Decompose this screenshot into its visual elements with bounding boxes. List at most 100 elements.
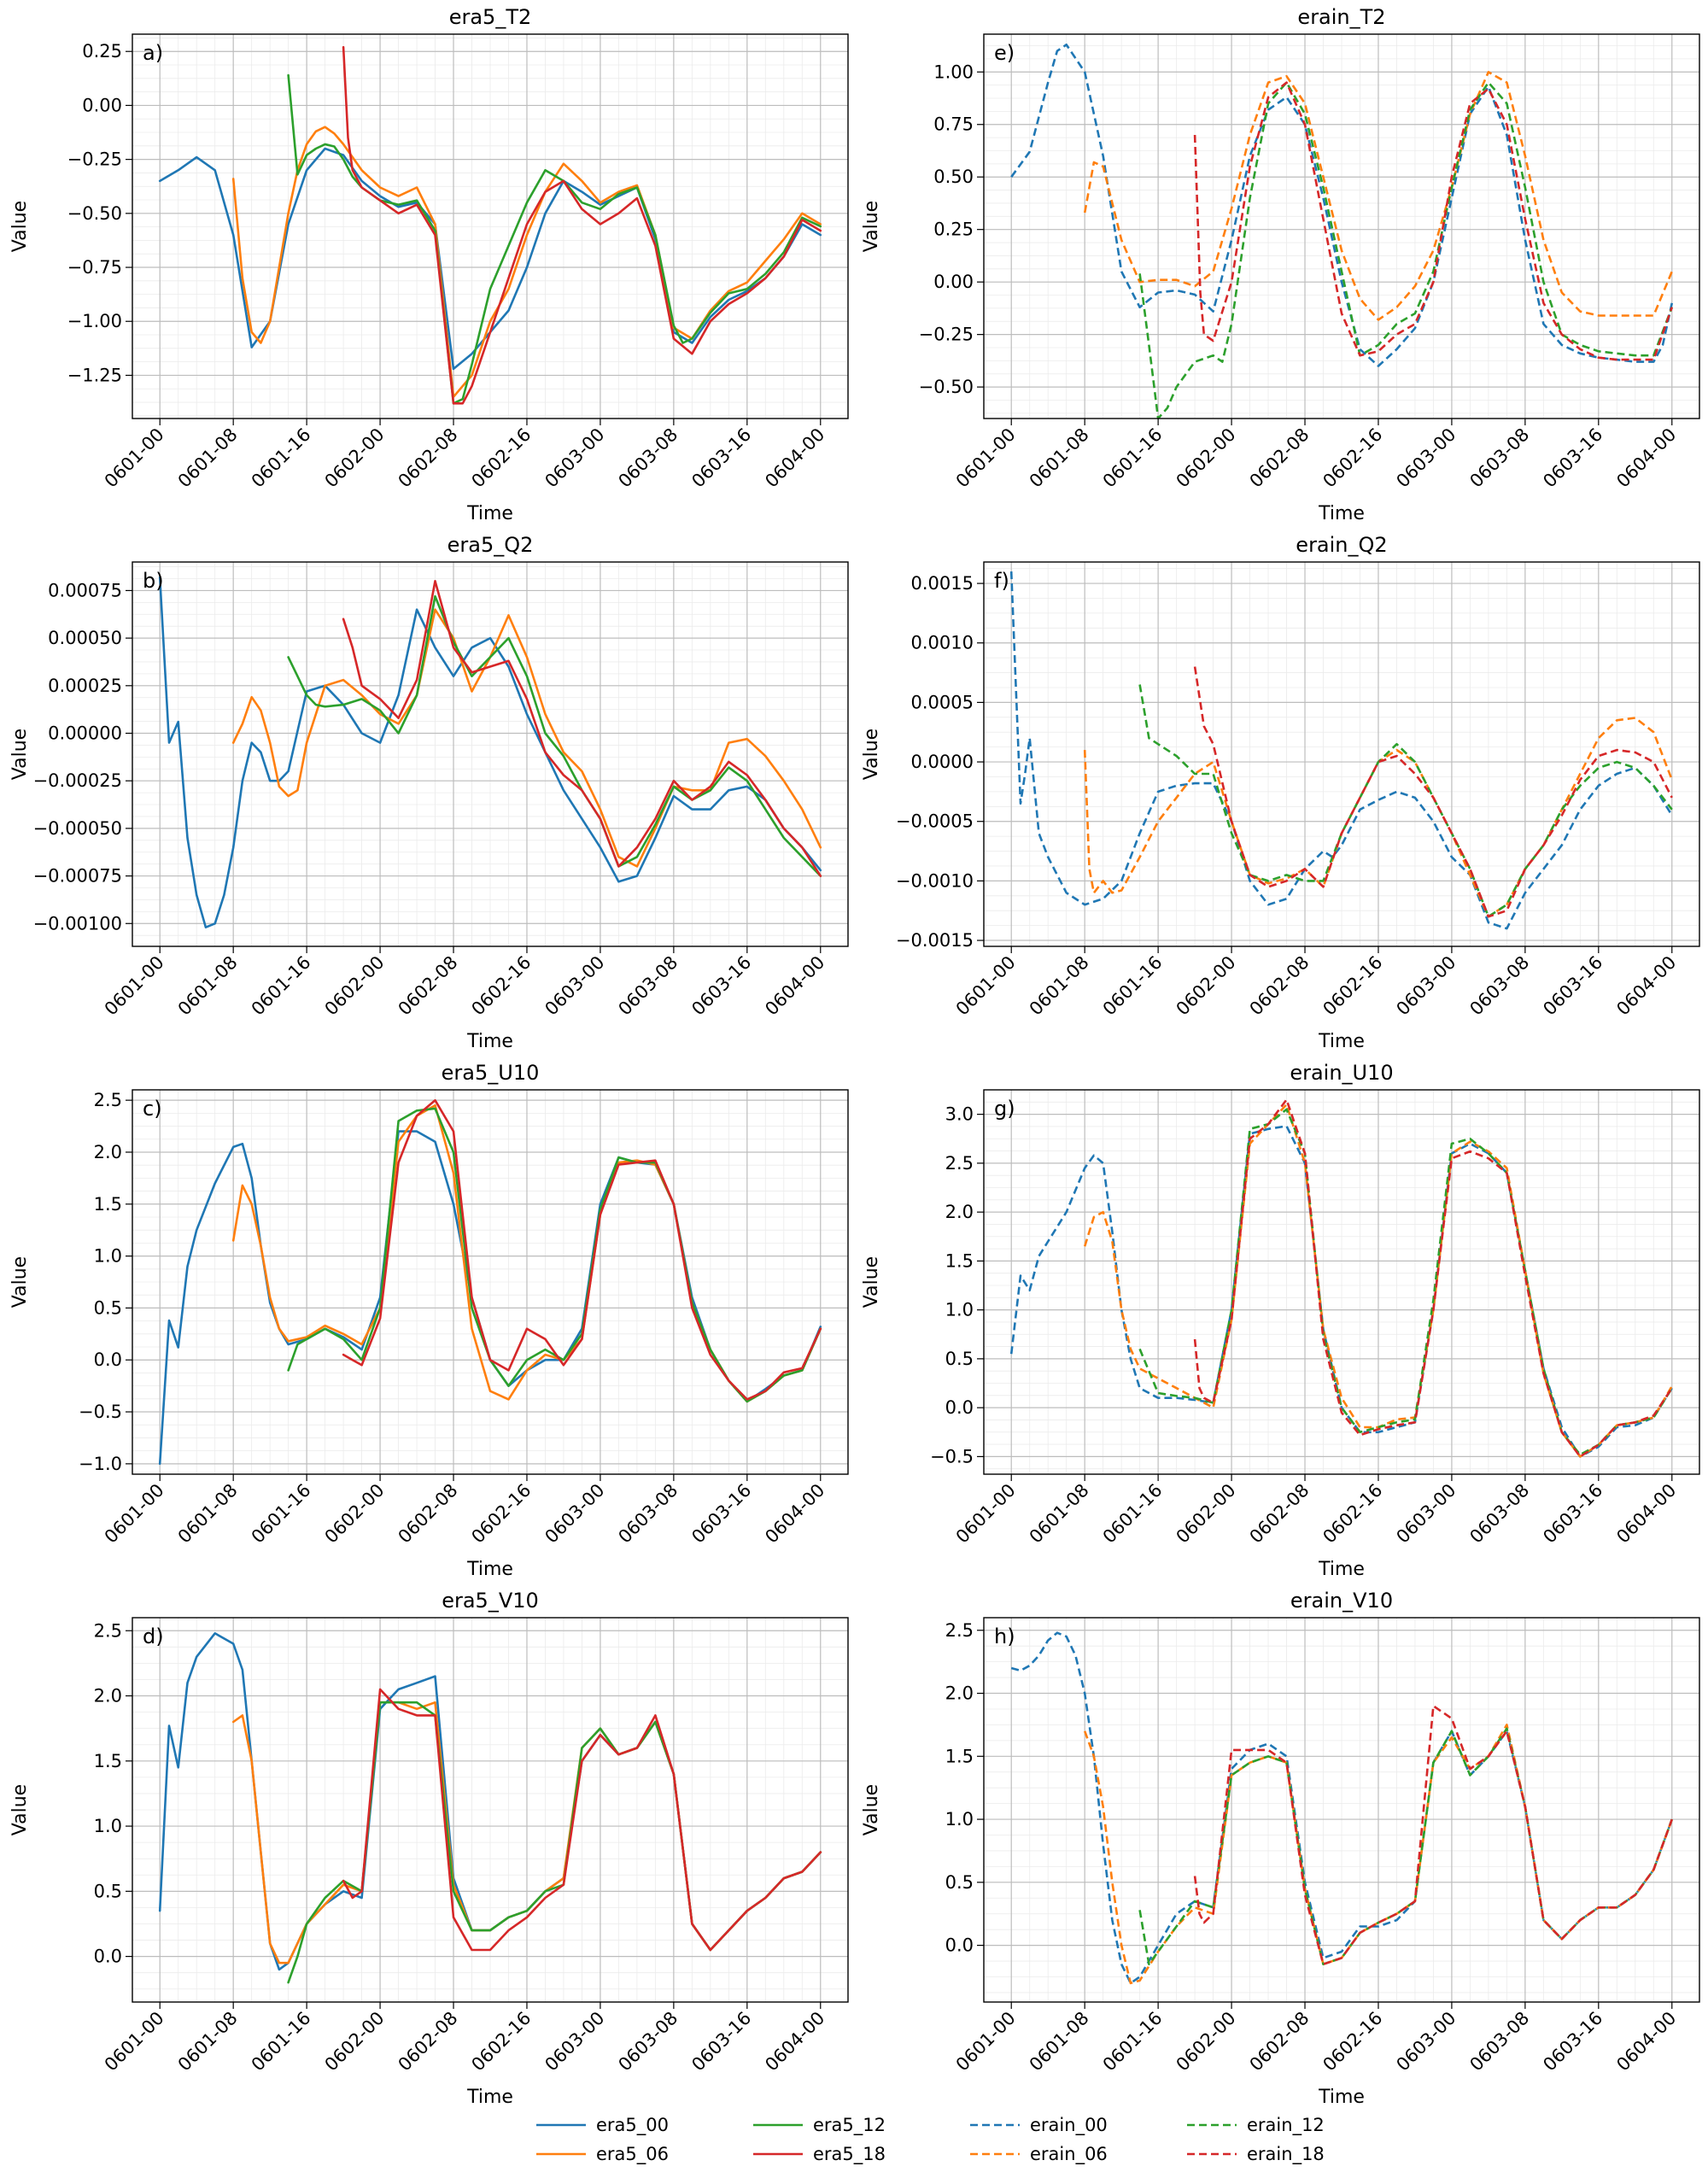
y-tick-label: 0.0015 <box>911 573 974 594</box>
y-tick-label: 0.5 <box>94 1881 122 1901</box>
series-group <box>1010 44 1674 419</box>
y-axis-ticks: 0.00075 0.00050 0.00025 0.00000 −0.00025 −0.0… <box>33 580 848 934</box>
y-axis-label: Value <box>9 201 31 252</box>
y-tick-label: 0.5 <box>945 1872 974 1893</box>
y-tick-label: 0.5 <box>94 1297 122 1318</box>
y-tick-label: 2.5 <box>945 1153 974 1174</box>
y-tick-label: −0.0015 <box>896 930 974 951</box>
y-tick-label: −0.75 <box>67 257 122 278</box>
series-group <box>158 1632 822 1984</box>
series-line-erain_18 <box>1193 666 1673 918</box>
legend-item-erain_18: erain_18 <box>1187 2144 1325 2165</box>
y-tick-label: 3.0 <box>945 1104 974 1125</box>
y-tick-label: 2.5 <box>94 1090 122 1110</box>
legend-item-era5_06: era5_06 <box>536 2144 669 2165</box>
legend-label: era5_18 <box>813 2144 886 2165</box>
panel-label: d) <box>143 1625 164 1648</box>
legend-item-erain_06: erain_06 <box>970 2144 1108 2165</box>
panel-label: b) <box>143 569 164 593</box>
plot-frame <box>132 1617 849 2003</box>
y-tick-label: −0.00050 <box>33 818 122 839</box>
x-axis-label: Time <box>466 1559 513 1580</box>
y-tick-label: −0.50 <box>67 203 122 224</box>
y-tick-label: 1.0 <box>945 1809 974 1830</box>
plot-frame <box>132 561 849 947</box>
y-axis-ticks: 0.0015 0.0010 0.0005 0.0000 −0.0005 −0.0010 −0… <box>896 573 1699 951</box>
y-tick-label: 2.0 <box>945 1202 974 1222</box>
y-tick-label: 1.5 <box>94 1751 122 1771</box>
y-axis-ticks: 0.25 0.00 −0.25 −0.50 −0.75 −1.00 −1.25 <box>67 41 848 385</box>
y-tick-label: 1.0 <box>945 1300 974 1320</box>
series-group <box>158 45 822 405</box>
y-tick-label: 0.00025 <box>48 676 122 696</box>
y-tick-label: 0.0 <box>94 1947 122 1967</box>
y-tick-label: 1.5 <box>945 1250 974 1271</box>
series-line-erain_12 <box>1138 81 1674 419</box>
x-axis-label: Time <box>1318 1031 1365 1052</box>
y-tick-label: 0.00000 <box>48 723 122 743</box>
series-line-erain_18 <box>1193 1705 1674 1965</box>
series-line-era5_12 <box>287 594 822 877</box>
panel-label: g) <box>994 1097 1015 1121</box>
y-tick-label: 0.00050 <box>48 628 122 648</box>
series-line-era5_12 <box>287 73 822 405</box>
x-axis-label: Time <box>1318 1559 1365 1580</box>
series-line-erain_18 <box>1193 81 1674 361</box>
series-line-era5_18 <box>342 1688 822 1952</box>
y-tick-label: 0.25 <box>82 41 122 61</box>
y-tick-label: 1.00 <box>933 61 974 82</box>
y-axis-ticks: 2.5 2.0 1.5 1.0 0.5 0.0 <box>94 1620 848 1967</box>
y-axis-label: Value <box>861 729 882 780</box>
legend-item-era5_00: era5_00 <box>536 2115 669 2136</box>
panel-label: h) <box>994 1625 1015 1648</box>
legend-label: era5_06 <box>596 2144 669 2165</box>
series-line-erain_12 <box>1138 1108 1673 1456</box>
legend-item-era5_12: era5_12 <box>753 2115 886 2136</box>
y-tick-label: 0.00 <box>82 95 122 115</box>
legend-item-erain_00: erain_00 <box>970 2115 1108 2136</box>
y-tick-label: −0.5 <box>930 1446 974 1467</box>
legend-label: erain_18 <box>1247 2144 1325 2165</box>
y-axis-label: Value <box>9 1784 31 1835</box>
y-tick-label: 0.0 <box>945 1935 974 1956</box>
y-tick-label: 0.00075 <box>48 580 122 600</box>
plot-frame <box>132 33 849 419</box>
x-axis-label: Time <box>466 503 513 524</box>
y-axis-label: Value <box>9 1256 31 1308</box>
series-line-erain_06 <box>1083 1103 1673 1458</box>
panel-title: erain_U10 <box>1290 1061 1393 1085</box>
y-tick-label: 2.0 <box>94 1686 122 1707</box>
series-group <box>1009 571 1674 930</box>
panel-label: c) <box>143 1097 162 1121</box>
x-axis-label: Time <box>1318 503 1365 524</box>
series-line-era5_18 <box>342 45 822 405</box>
y-tick-label: −1.25 <box>67 365 122 385</box>
panel-title: erain_V10 <box>1290 1589 1393 1613</box>
panel-title: era5_U10 <box>442 1061 540 1085</box>
y-axis-label: Value <box>861 1256 882 1308</box>
y-tick-label: 0.0000 <box>911 752 974 772</box>
panel-title: erain_Q2 <box>1296 533 1387 557</box>
x-axis-label: Time <box>466 1031 513 1052</box>
y-tick-label: 0.5 <box>945 1349 974 1369</box>
y-tick-label: −0.00025 <box>33 770 122 791</box>
y-tick-label: −0.50 <box>919 377 974 397</box>
y-tick-label: −0.5 <box>79 1402 122 1422</box>
y-tick-label: 0.0010 <box>911 633 974 653</box>
x-axis-label: Time <box>1318 2087 1365 2108</box>
y-tick-label: 1.5 <box>94 1194 122 1215</box>
y-axis-label: Value <box>9 729 31 780</box>
y-axis-ticks: 2.5 2.0 1.5 1.0 0.5 0.0 −0.5 −1.0 <box>79 1090 848 1474</box>
y-tick-label: −0.0005 <box>896 811 974 832</box>
y-axis-label: Value <box>861 1784 882 1835</box>
series-group <box>1009 1098 1673 1458</box>
x-axis-label: Time <box>466 2087 513 2108</box>
legend: era5_00 era5_06 era5_12 era5_18 erain_00erai… <box>536 2115 1325 2165</box>
panel-label: a) <box>143 41 163 65</box>
y-tick-label: 2.5 <box>945 1620 974 1641</box>
panel-title: era5_V10 <box>442 1589 539 1613</box>
series-group <box>158 1098 822 1466</box>
legend-label: erain_06 <box>1030 2144 1108 2165</box>
plot-frame <box>983 33 1700 419</box>
